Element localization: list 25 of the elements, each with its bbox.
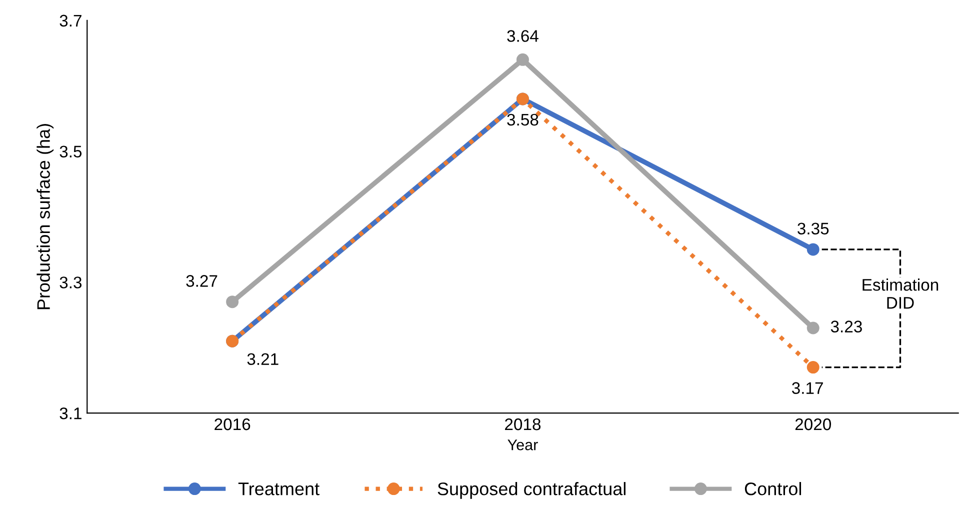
y-tick-label: 3.3 [60,276,82,288]
legend-label: Control [744,482,802,496]
annotation: Estimation DID [862,278,938,309]
data-label: 3.64 [507,30,538,42]
y-tick-label: 3.1 [60,408,82,420]
point [226,296,239,308]
data-label: 3.23 [830,320,862,332]
x-axis-title: Year [508,440,538,450]
x-tick-label: 2016 [214,418,250,430]
legend-label: Treatment [238,482,320,496]
data-label: 3.35 [798,222,829,235]
point [806,322,820,334]
x-tick-label: 2018 [505,418,541,430]
data-label: 3.21 [247,353,278,366]
y-tick-label: 3.5 [60,146,82,158]
x-tick-label: 2020 [795,418,832,430]
data-label: 3.27 [186,275,218,287]
point [806,361,820,374]
data-label: 3.58 [507,114,538,126]
point [806,243,820,256]
legend-label: Supposed contrafactual [438,482,626,499]
y-axis-title: Production surface (ha) [36,124,54,310]
data-label: 3.17 [792,382,823,394]
point [516,53,529,66]
y-tick-label: 3.7 [60,14,82,27]
